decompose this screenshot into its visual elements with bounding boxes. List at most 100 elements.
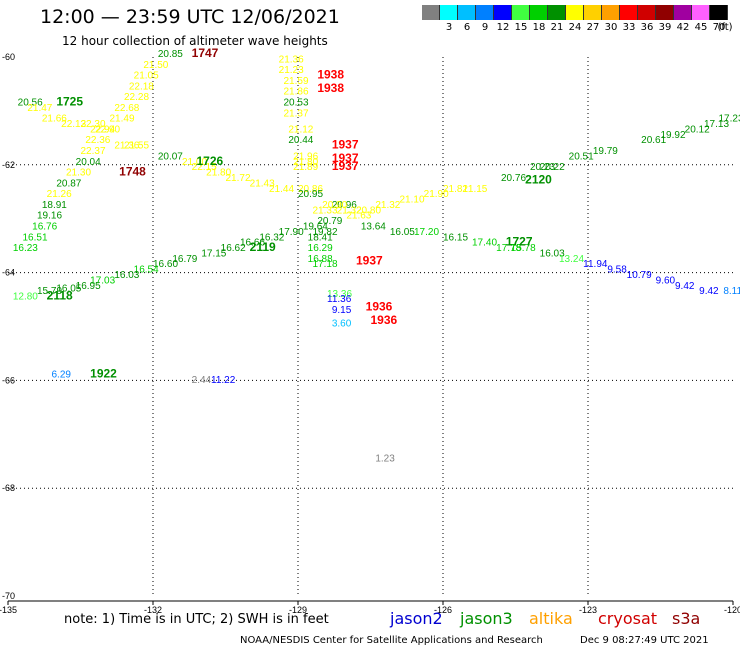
wave-height-value: 13.24 — [559, 254, 584, 265]
wave-height-value: 21.12 — [288, 124, 313, 135]
wave-height-value: 21.33 — [313, 205, 338, 216]
color-swatch — [674, 5, 692, 20]
wave-height-value: 18.41 — [308, 232, 333, 243]
pass-time-label: 1922 — [90, 367, 117, 381]
color-swatch — [512, 5, 530, 20]
wave-height-value: 17.13 — [704, 119, 729, 130]
wave-height-value: 16.51 — [23, 232, 48, 243]
observations: 20.8521.5021.0522.1822.2822.6821.4922.90… — [13, 46, 740, 464]
wave-height-value: 21.05 — [134, 71, 159, 82]
color-scale-label: 24 — [568, 22, 582, 33]
wave-height-value: 16.05 — [56, 283, 81, 294]
pass-time-label: 2120 — [525, 173, 552, 187]
wave-height-value: 17.78 — [496, 243, 521, 254]
color-swatch — [458, 5, 476, 20]
color-scale-label: 3 — [445, 22, 453, 33]
wave-height-value: 9.42 — [699, 286, 719, 297]
wave-height-value: 17.15 — [201, 248, 226, 259]
color-scale-label: 42 — [676, 22, 690, 33]
wave-height-value: 16.03 — [540, 248, 565, 259]
lon-tick-label: -120 — [724, 605, 740, 615]
wave-height-value: 22.18 — [129, 81, 154, 92]
wave-height-value: 16.76 — [32, 221, 57, 232]
wave-height-value: 20.51 — [569, 151, 594, 162]
wave-height-value: 22.68 — [114, 103, 139, 114]
wave-height-value: 16.60 — [153, 259, 178, 270]
legend-item-s3a: s3a — [672, 609, 701, 628]
wave-height-value: 16.54 — [134, 265, 159, 276]
wave-height-value: 22.37 — [81, 146, 106, 157]
wave-height-value: 21.26 — [47, 189, 72, 200]
wave-height-value: 16.66 — [240, 238, 265, 249]
wave-height-value: 17.23 — [719, 114, 740, 125]
wave-height-value: 20.90 — [322, 200, 347, 211]
wave-height-value: 21.72 — [226, 173, 251, 184]
pass-time-label: 1936 — [366, 299, 393, 313]
lat-tick-label: -64 — [2, 268, 15, 278]
lon-tick-label: -129 — [289, 605, 307, 615]
map-frame — [7, 600, 734, 605]
wave-height-value: 20.07 — [158, 151, 183, 162]
lon-tick-label: -123 — [579, 605, 597, 615]
wave-height-value: 20.12 — [685, 124, 710, 135]
color-swatch — [494, 5, 512, 20]
wave-height-value: 21.96 — [293, 151, 318, 162]
color-swatch — [548, 5, 566, 20]
wave-height-value: 21.43 — [250, 178, 275, 189]
pass-time-label: 1937 — [332, 138, 359, 152]
wave-height-value: 20.04 — [76, 157, 101, 168]
wave-height-value: 16.03 — [114, 270, 139, 281]
wave-height-value: 20.79 — [317, 216, 342, 227]
wave-height-value: 2.44 — [192, 375, 212, 386]
color-swatch — [422, 5, 440, 20]
wave-height-value: 22.94 — [90, 124, 115, 135]
wave-height-value: 21.30 — [66, 168, 91, 179]
wave-height-value: 21.49 — [110, 114, 135, 125]
wave-height-value: 20.61 — [641, 135, 666, 146]
wave-height-value: 22.15 — [192, 162, 217, 173]
color-scale-label: 21 — [550, 22, 564, 33]
color-swatch — [440, 5, 458, 20]
wave-height-value: 22.30 — [81, 119, 106, 130]
wave-height-value: 21.47 — [27, 103, 52, 114]
wave-height-value: 20.95 — [298, 189, 323, 200]
wave-height-value: 18.91 — [42, 200, 67, 211]
wave-height-value: 17.03 — [90, 275, 115, 286]
color-scale-unit: (ft) — [717, 22, 733, 33]
color-scale-label: 6 — [463, 22, 471, 33]
color-scale-label: 33 — [622, 22, 636, 33]
wave-height-value: 21.32 — [337, 205, 362, 216]
generation-timestamp: Dec 9 08:27:49 UTC 2021 — [580, 635, 709, 646]
footer-note: note: 1) Time is in UTC; 2) SWH is in fe… — [64, 612, 329, 627]
color-scale-label: 9 — [481, 22, 489, 33]
lat-tick-label: -60 — [2, 52, 15, 62]
wave-height-value: 21.37 — [284, 108, 309, 119]
page-subtitle: 12 hour collection of altimeter wave hei… — [62, 34, 328, 48]
lat-tick-label: -62 — [2, 160, 15, 170]
wave-height-value: 21.36 — [114, 141, 139, 152]
wave-height-value: 15.78 — [511, 243, 536, 254]
wave-height-value: 21.59 — [284, 76, 309, 87]
pass-time-label: 1748 — [119, 165, 146, 179]
wave-height-value: 1.23 — [375, 453, 395, 464]
color-swatch — [692, 5, 710, 20]
wave-height-value: 20.56 — [18, 98, 43, 109]
wave-height-value: 21.23 — [279, 65, 304, 76]
wave-height-value: 9.15 — [332, 305, 352, 316]
color-scale-label: 15 — [514, 22, 528, 33]
pass-time-label: 1938 — [317, 81, 344, 95]
wave-height-value: 16.88 — [308, 254, 333, 265]
pass-time-label: 1937 — [332, 151, 359, 165]
wave-height-value: 13.36 — [327, 289, 352, 300]
wave-height-value: 11.22 — [211, 375, 236, 386]
wave-height-value: 21.86 — [284, 87, 309, 98]
wave-height-value: 20.44 — [288, 135, 313, 146]
wave-height-value: 22.90 — [95, 124, 120, 135]
lat-tick-label: -68 — [2, 483, 15, 493]
wave-height-value: 20.85 — [158, 49, 183, 60]
wave-height-value: 19.92 — [661, 130, 686, 141]
wave-height-value: 16.29 — [308, 243, 333, 254]
wave-height-value: 16.32 — [259, 232, 284, 243]
wave-height-value: 21.50 — [143, 60, 168, 71]
color-scale-label: 27 — [586, 22, 600, 33]
